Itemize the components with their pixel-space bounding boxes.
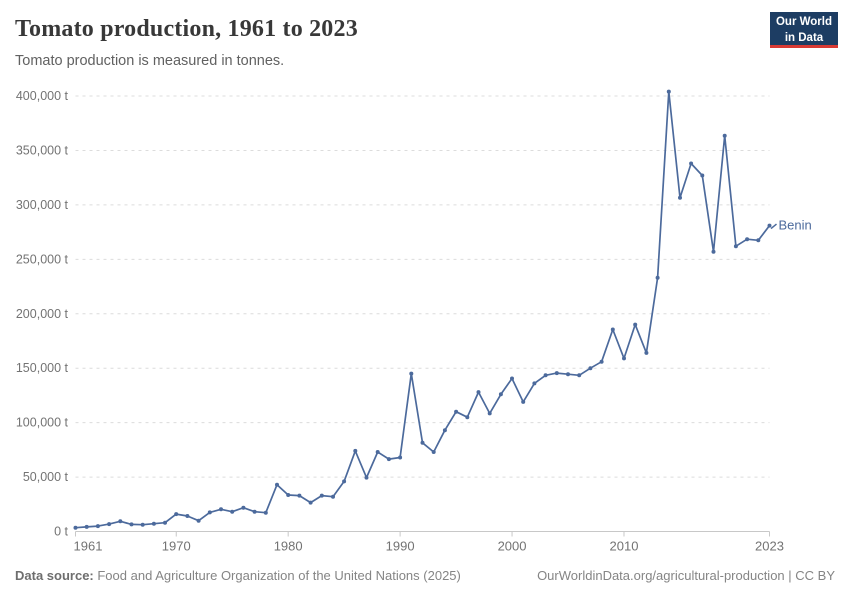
data-point[interactable]	[364, 475, 369, 480]
x-tick-label: 2010	[610, 539, 639, 554]
data-point[interactable]	[655, 275, 660, 280]
data-point[interactable]	[297, 493, 302, 498]
data-point[interactable]	[700, 173, 705, 178]
data-point[interactable]	[622, 356, 626, 361]
data-point[interactable]	[353, 448, 358, 453]
data-point[interactable]	[689, 161, 694, 166]
data-point[interactable]	[577, 373, 582, 378]
data-source-text: Food and Agriculture Organization of the…	[93, 568, 461, 583]
y-tick-label: 400,000 t	[16, 89, 69, 103]
data-point[interactable]	[185, 514, 190, 518]
data-point[interactable]	[666, 89, 671, 94]
data-points[interactable]	[73, 89, 772, 530]
owid-logo[interactable]: Our World in Data	[770, 12, 838, 48]
y-tick-label: 250,000 t	[16, 252, 69, 266]
data-point[interactable]	[767, 223, 772, 228]
series-line[interactable]	[74, 90, 771, 529]
y-tick-label: 100,000 t	[16, 416, 69, 430]
y-tick-label: 200,000 t	[16, 307, 69, 321]
data-point[interactable]	[308, 500, 313, 505]
data-point[interactable]	[286, 493, 291, 497]
x-tick-label: 1970	[162, 539, 191, 554]
x-tick-label: 2023	[755, 539, 784, 554]
owid-credit-link[interactable]: OurWorldinData.org/agricultural-producti…	[537, 568, 835, 583]
chart-footer: Data source: Food and Agriculture Organi…	[15, 568, 835, 583]
data-point[interactable]	[498, 392, 503, 397]
series-label-connector	[770, 223, 777, 230]
data-point[interactable]	[745, 237, 750, 242]
data-point[interactable]	[633, 322, 638, 327]
data-point[interactable]	[409, 371, 414, 376]
data-point[interactable]	[163, 520, 167, 525]
data-point[interactable]	[733, 244, 738, 249]
data-point[interactable]	[722, 133, 727, 138]
data-point[interactable]	[588, 366, 593, 371]
data-point[interactable]	[129, 522, 134, 527]
y-axis-labels: 0 t 50,000 t 100,000 t 150,000 t 200,000 t 25…	[16, 89, 69, 539]
data-point[interactable]	[431, 450, 436, 454]
data-point[interactable]	[151, 521, 156, 526]
x-axis-labels: 1961 1970 1980 1990 2000 2010 2023	[74, 539, 784, 554]
data-point[interactable]	[252, 509, 257, 514]
data-point[interactable]	[510, 376, 514, 381]
x-tick-label: 1961	[74, 539, 103, 554]
data-point[interactable]	[521, 399, 526, 404]
data-point[interactable]	[263, 510, 268, 515]
y-tick-label: 350,000 t	[16, 143, 69, 157]
x-tick-label: 2000	[498, 539, 527, 554]
data-point[interactable]	[476, 390, 481, 395]
data-point[interactable]	[554, 371, 559, 376]
data-point[interactable]	[678, 195, 682, 200]
data-point[interactable]	[275, 482, 279, 487]
data-point[interactable]	[487, 411, 492, 416]
data-point[interactable]	[599, 359, 604, 364]
series-end-label[interactable]: Benin	[779, 218, 812, 233]
data-point[interactable]	[420, 440, 425, 445]
data-point[interactable]	[95, 524, 100, 529]
data-point[interactable]	[107, 522, 112, 527]
data-point[interactable]	[711, 249, 716, 254]
data-point[interactable]	[342, 479, 347, 484]
data-source-label: Data source:	[15, 568, 94, 583]
data-point[interactable]	[375, 450, 380, 454]
data-point[interactable]	[118, 519, 123, 524]
data-point[interactable]	[230, 509, 235, 514]
data-point[interactable]	[566, 372, 570, 377]
data-point[interactable]	[319, 493, 324, 498]
chart-title: Tomato production, 1961 to 2023	[15, 16, 358, 42]
data-point[interactable]	[756, 238, 761, 243]
x-tick-label: 1990	[386, 539, 415, 554]
data-source: Data source: Food and Agriculture Organi…	[15, 568, 461, 583]
y-tick-label: 50,000 t	[23, 470, 69, 484]
data-point[interactable]	[84, 524, 89, 529]
x-axis-ticks	[75, 531, 770, 537]
y-tick-label: 150,000 t	[16, 361, 69, 375]
data-point[interactable]	[442, 428, 447, 433]
data-point[interactable]	[174, 512, 179, 517]
data-point[interactable]	[73, 525, 78, 530]
data-point[interactable]	[644, 350, 649, 355]
data-point[interactable]	[543, 373, 548, 378]
data-point[interactable]	[207, 510, 212, 515]
chart-subtitle: Tomato production is measured in tonnes.	[15, 53, 285, 69]
y-tick-label: 300,000 t	[16, 198, 69, 212]
owid-logo-line1: Our World	[775, 16, 832, 28]
data-point[interactable]	[219, 507, 223, 512]
data-point[interactable]	[331, 494, 335, 499]
data-point[interactable]	[532, 381, 537, 386]
y-gridlines	[75, 95, 770, 532]
data-point[interactable]	[398, 455, 403, 460]
data-point[interactable]	[140, 522, 145, 527]
data-point[interactable]	[610, 327, 615, 332]
owid-logo-line2: in Data	[784, 31, 824, 44]
data-point[interactable]	[241, 505, 246, 510]
y-tick-label: 0 t	[54, 525, 68, 539]
x-tick-label: 1980	[274, 539, 303, 554]
data-point[interactable]	[386, 457, 391, 462]
data-point[interactable]	[454, 409, 459, 414]
data-point[interactable]	[465, 415, 470, 420]
data-point[interactable]	[196, 518, 201, 523]
